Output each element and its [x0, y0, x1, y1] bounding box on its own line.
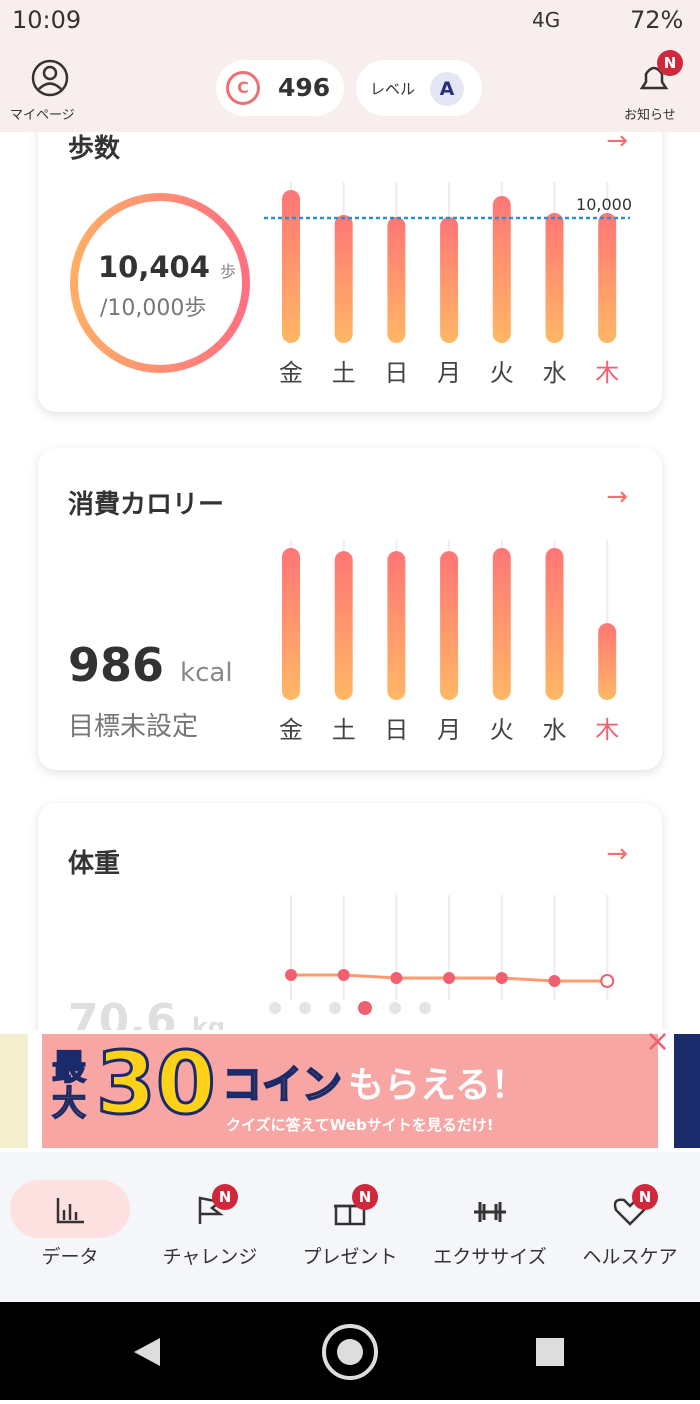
day-label: 金 [279, 359, 303, 387]
notice-badge: N [657, 50, 683, 76]
weight-point [495, 972, 508, 984]
nav-icon [474, 1202, 506, 1222]
level-pill[interactable]: レベル A [356, 60, 482, 116]
notice-label[interactable]: お知らせ [624, 108, 676, 123]
bar [440, 217, 459, 343]
day-label: 土 [332, 359, 356, 387]
coin-pill[interactable]: C 496 [216, 60, 344, 116]
battery: 72% [630, 6, 684, 34]
ad-prev [0, 1034, 28, 1148]
ad-line3: もらえる！ [348, 1065, 527, 1106]
day-label: 火 [490, 716, 514, 744]
nav-label: プレゼント [302, 1246, 398, 1268]
value: 10,404 [98, 250, 210, 284]
nav-label: エクササイズ [433, 1246, 547, 1268]
my-page-label[interactable]: マイページ [10, 108, 75, 123]
weight-point [548, 975, 561, 987]
weight-card[interactable]: 体重 → 70.6 kg [38, 803, 662, 1063]
day-label: 土 [332, 716, 356, 744]
card-title: 体重 [68, 849, 121, 879]
time: 10:09 [12, 6, 82, 34]
bar [545, 548, 564, 700]
nav-item[interactable]: エクササイズ [420, 1170, 560, 1269]
nav-item[interactable]: チャレンジ N [140, 1170, 280, 1269]
arrow[interactable]: → [606, 839, 628, 869]
steps-value: 10,404 歩 [98, 250, 236, 284]
arrow[interactable]: → [606, 482, 628, 512]
bar [387, 551, 406, 700]
note: 目標未設定 [68, 712, 199, 742]
weight-point [390, 972, 403, 984]
day-label: 日 [384, 359, 408, 387]
carousel-dots [269, 1001, 431, 1015]
weight-point [285, 969, 297, 981]
ad-close[interactable]: × [645, 1024, 671, 1059]
bar [282, 548, 300, 700]
ad-banner[interactable]: 最大 30 コイン もらえる！ クイズに答えてWebサイトを見るだけ! × [0, 1024, 700, 1152]
nav-badge: N [212, 1184, 238, 1210]
my-page-icon[interactable] [30, 58, 70, 98]
bar [492, 548, 511, 700]
day-label: 水 [543, 359, 567, 387]
ad-line1: 最大 [51, 1048, 87, 1124]
day-label: 月 [437, 359, 461, 387]
nav-label: ヘルスケア [582, 1246, 678, 1268]
header: マイページ C 496 レベル A N お知らせ [0, 42, 700, 132]
day-label: 水 [543, 716, 567, 744]
nav-badge: N [632, 1184, 658, 1210]
nav-item[interactable]: プレゼント N [280, 1170, 420, 1269]
network: 4G [532, 8, 561, 32]
bar [334, 215, 353, 343]
charts: 金土日月火水木10,000金土日月火水木 [70, 182, 632, 1015]
bar [598, 212, 617, 343]
ad-next [674, 1034, 700, 1148]
day-label: 月 [437, 716, 461, 744]
notice-icon[interactable] [636, 60, 672, 96]
calories-value: 986 kcal [68, 638, 233, 692]
day-label: 日 [384, 716, 408, 744]
status-bar: 10:09 4G 72% [0, 0, 700, 42]
progress-ring [70, 193, 250, 373]
nav-badge: N [352, 1184, 378, 1210]
bar [598, 623, 617, 700]
nav-item[interactable]: ヘルスケア N [560, 1170, 700, 1269]
day-label: 火 [490, 359, 514, 387]
nav-label: チャレンジ [162, 1246, 258, 1268]
weight-point [337, 969, 350, 981]
ad-body[interactable]: 最大 30 コイン もらえる！ クイズに答えてWebサイトを見るだけ! [42, 1033, 658, 1148]
nav-icon [56, 1198, 84, 1224]
bar [387, 217, 406, 343]
bottom-nav [0, 1152, 700, 1302]
bar [545, 213, 564, 343]
unit: 歩 [220, 262, 237, 281]
bar [492, 196, 511, 343]
card-title: 歩数 [68, 134, 121, 164]
nav-label: データ [41, 1246, 99, 1268]
coins: 496 [278, 73, 331, 102]
ad-line2: コイン [221, 1061, 343, 1109]
unit: kcal [180, 658, 233, 688]
card-title: 消費カロリー [68, 490, 225, 520]
day-label: 金 [279, 716, 303, 744]
day-label: 木 [595, 716, 619, 744]
level-label: レベル [370, 80, 416, 98]
nav-item[interactable]: データ [0, 1170, 140, 1269]
system-buttons[interactable] [0, 1302, 700, 1400]
value: 986 [68, 638, 165, 692]
ad-number: 30 [95, 1033, 218, 1136]
bar [282, 190, 300, 343]
goal: /10,000歩 [100, 296, 207, 321]
weight-point [443, 972, 456, 984]
system-nav [0, 1302, 700, 1400]
coin-icon: C [226, 71, 260, 105]
bar [334, 551, 353, 700]
weight-point [600, 974, 615, 988]
day-label: 木 [595, 359, 619, 387]
ad-sub: クイズに答えてWebサイトを見るだけ! [226, 1116, 494, 1134]
bar [440, 551, 459, 700]
level: A [430, 72, 464, 106]
goal-label: 10,000 [576, 195, 632, 214]
arrow[interactable]: → [606, 126, 628, 156]
